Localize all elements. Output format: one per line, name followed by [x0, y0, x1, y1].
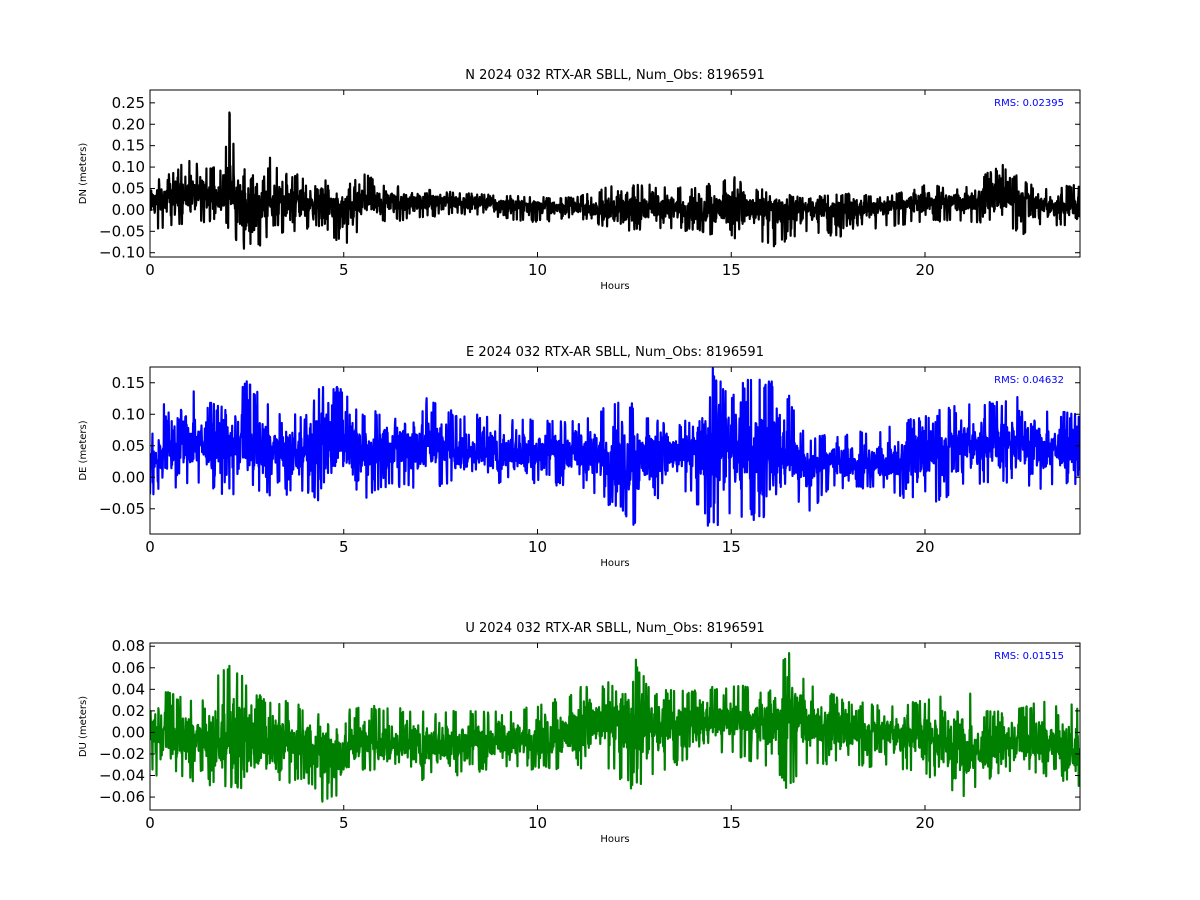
y-axis-label: DU (meters) — [78, 696, 89, 757]
y-tick-label: 0.00 — [112, 723, 145, 741]
y-tick-label: 0.00 — [112, 468, 145, 486]
chart-title: U 2024 032 RTX-AR SBLL, Num_Obs: 8196591 — [465, 621, 764, 636]
y-tick-label: 0.20 — [112, 115, 145, 133]
x-tick-label: 20 — [915, 814, 934, 832]
y-tick-label: 0.25 — [112, 94, 145, 112]
y-tick-label: 0.05 — [112, 437, 145, 455]
y-tick-label: −0.02 — [99, 745, 145, 763]
x-tick-label: 0 — [145, 538, 155, 556]
rms-annotation: RMS: 0.02395 — [994, 98, 1064, 109]
x-tick-label: 10 — [528, 814, 547, 832]
rms-annotation: RMS: 0.01515 — [994, 651, 1064, 662]
y-tick-label: 0.15 — [112, 374, 145, 392]
x-tick-label: 0 — [145, 814, 155, 832]
panel-0: 0 5 10 15 20 −0.10 −0.05 0.00 0.05 0.10 0.15 0.20 0.… — [78, 68, 1081, 292]
y-tick-label: 0.15 — [112, 137, 145, 155]
y-tick-label: −0.06 — [99, 788, 145, 806]
series-line — [150, 652, 1080, 803]
x-tick-label: 20 — [915, 538, 934, 556]
x-axis-label: Hours — [600, 558, 629, 569]
plot-frame — [149, 642, 1081, 811]
x-tick-label: 0 — [145, 261, 155, 279]
panel-2: 0 5 10 15 20 −0.06 −0.04 −0.02 0.00 0.02 0.04 0.06 0… — [78, 621, 1081, 845]
chart-title: N 2024 032 RTX-AR SBLL, Num_Obs: 8196591 — [465, 68, 764, 83]
y-tick-label: 0.06 — [112, 659, 145, 677]
x-tick-label: 10 — [528, 261, 547, 279]
x-axis-label: Hours — [600, 834, 629, 845]
chart-title: E 2024 032 RTX-AR SBLL, Num_Obs: 8196591 — [466, 345, 764, 360]
y-tick-label: −0.10 — [99, 244, 145, 262]
plot-frame — [149, 89, 1081, 258]
y-tick-label: 0.05 — [112, 179, 145, 197]
y-tick-label: 0.10 — [112, 158, 145, 176]
y-tick-label: 0.00 — [112, 201, 145, 219]
y-tick-label: 0.02 — [112, 702, 145, 720]
plot-frame — [149, 366, 1081, 535]
x-tick-label: 5 — [339, 538, 349, 556]
y-tick-label: −0.05 — [99, 500, 145, 518]
y-axis-label: DN (meters) — [78, 143, 89, 205]
x-tick-label: 15 — [722, 538, 741, 556]
x-axis-label: Hours — [600, 281, 629, 292]
series-line — [150, 111, 1080, 250]
y-tick-label: 0.08 — [112, 637, 145, 655]
panel-1: 0 5 10 15 20 −0.05 0.00 0.05 0.10 0.15 E 2024 032 … — [78, 345, 1081, 569]
x-tick-label: 15 — [722, 261, 741, 279]
y-axis-label: DE (meters) — [78, 420, 89, 480]
x-tick-label: 15 — [722, 814, 741, 832]
x-tick-label: 20 — [915, 261, 934, 279]
series-line — [150, 367, 1080, 527]
y-tick-label: 0.04 — [112, 680, 145, 698]
y-tick-label: −0.04 — [99, 767, 145, 785]
x-tick-label: 5 — [339, 261, 349, 279]
x-tick-label: 10 — [528, 538, 547, 556]
x-tick-label: 5 — [339, 814, 349, 832]
rms-annotation: RMS: 0.04632 — [994, 375, 1064, 386]
y-tick-label: 0.10 — [112, 405, 145, 423]
y-tick-label: −0.05 — [99, 222, 145, 240]
